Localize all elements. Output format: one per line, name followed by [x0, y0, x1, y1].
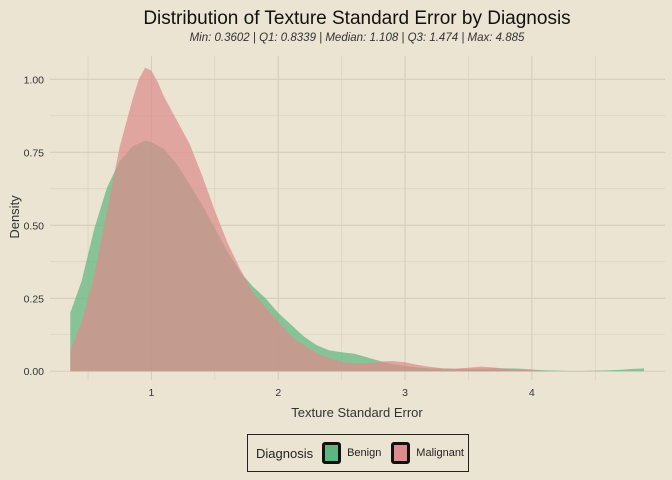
y-tick-label: 0.00 — [24, 366, 45, 378]
y-axis-title: Density — [7, 195, 22, 239]
x-axis-title: Texture Standard Error — [291, 405, 423, 420]
y-tick-label: 1.00 — [24, 74, 45, 86]
y-tick-label: 0.75 — [24, 147, 45, 159]
chart-title: Distribution of Texture Standard Error b… — [143, 8, 570, 29]
x-tick-label: 2 — [275, 387, 281, 399]
legend: Diagnosis Benign Malignant — [247, 434, 469, 472]
density-area-malignant — [70, 67, 558, 372]
legend-title: Diagnosis — [256, 445, 314, 461]
x-tick-label: 3 — [402, 387, 408, 399]
legend-key-malignant — [391, 442, 411, 464]
y-tick-label: 0.50 — [24, 220, 45, 232]
legend-label-benign: Benign — [347, 447, 382, 459]
axis-ticks: 1 2 3 4 0.00 0.25 0.50 0.75 1.00 — [24, 74, 535, 399]
density-chart: Distribution of Texture Standard Error b… — [7, 8, 665, 420]
legend-key-benign — [322, 442, 342, 464]
density-areas — [70, 67, 645, 372]
x-tick-label: 1 — [149, 387, 155, 399]
x-tick-label: 4 — [529, 387, 535, 399]
y-tick-label: 0.25 — [24, 293, 45, 305]
legend-label-malignant: Malignant — [416, 447, 464, 459]
chart-subtitle: Min: 0.3602 | Q1: 0.8339 | Median: 1.108… — [190, 32, 525, 44]
